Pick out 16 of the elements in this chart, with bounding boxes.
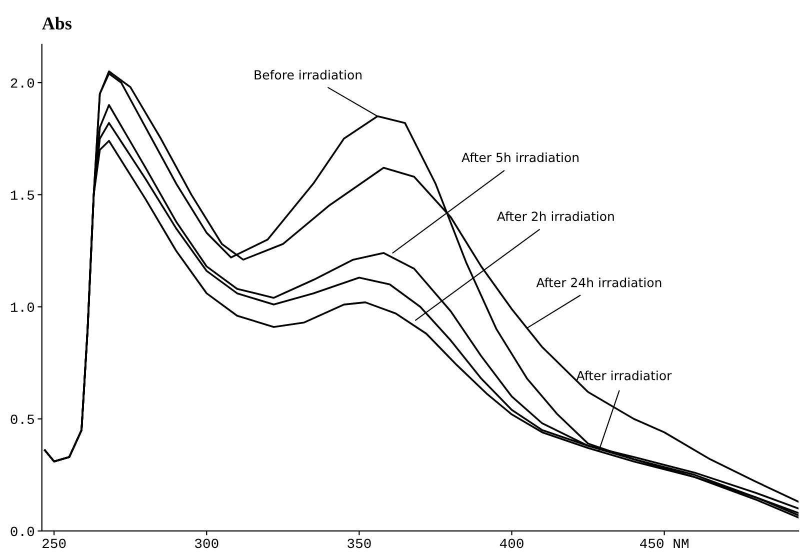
annotation: After 2h irradiation (496, 211, 614, 222)
annotation: After irradiatior (576, 370, 672, 380)
y-tick-label: 1.0 (10, 302, 34, 312)
annotation: After 24h irradiation (536, 278, 662, 288)
x-tick-label: 350 (348, 538, 371, 548)
x-tick-label: 250 (42, 538, 66, 548)
y-axis-title: Abs (42, 16, 72, 30)
y-tick-label: 1.5 (10, 190, 34, 200)
y-tick-label: 2.0 (10, 78, 34, 88)
x-tick-label: 400 (500, 538, 524, 548)
y-tick-label: 0.5 (10, 414, 34, 424)
x-tick-label: 450 NM (640, 538, 688, 548)
y-tick-label: 0.0 (10, 526, 34, 536)
annotation: Before irradiation (254, 70, 362, 80)
annotation: After 5h irradiation (462, 152, 578, 162)
x-tick-label: 300 (194, 538, 218, 548)
